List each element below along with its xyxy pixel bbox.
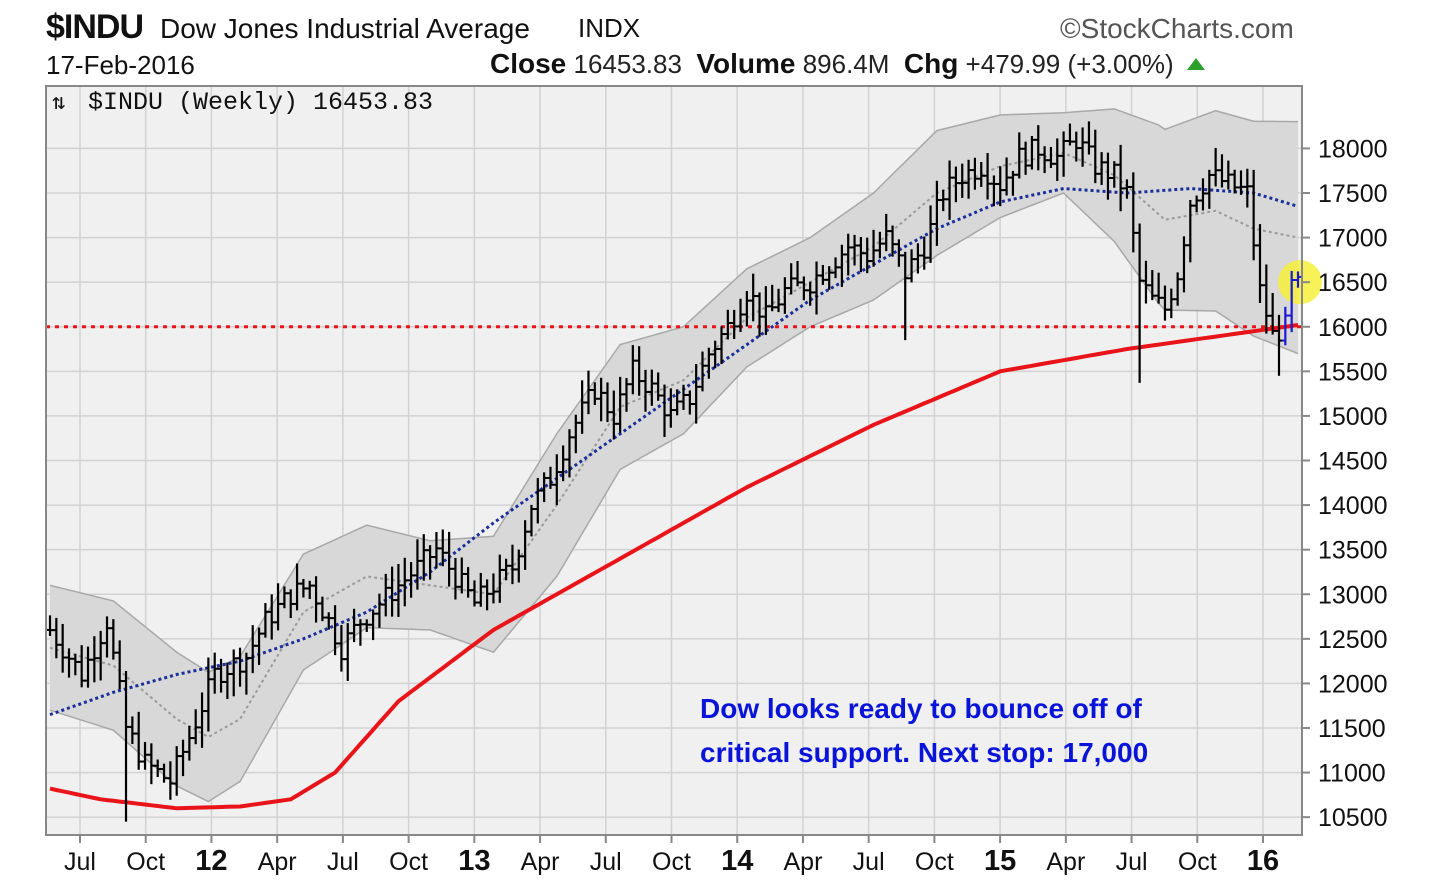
series-legend: $INDU (Weekly) 16453.83 xyxy=(88,88,433,117)
brand-name: StockCharts.com xyxy=(1080,13,1294,44)
change-label: Chg xyxy=(903,48,959,79)
x-tick-label: Oct xyxy=(915,848,954,876)
up-arrow-icon xyxy=(1186,58,1205,70)
x-tick-label: Jul xyxy=(853,848,885,876)
y-tick-label: 16500 xyxy=(1318,269,1388,297)
change-value: +479.99 (+3.00%) xyxy=(965,49,1174,79)
annotation-line-2: critical support. Next stop: 17,000 xyxy=(700,737,1148,768)
x-tick-label: Jul xyxy=(1116,848,1148,876)
y-tick-label: 14000 xyxy=(1318,492,1388,520)
x-tick-label: Oct xyxy=(389,848,428,876)
x-tick-label: Apr xyxy=(521,848,560,876)
brand-logo[interactable]: ©StockCharts.com xyxy=(1060,13,1294,45)
x-tick-label: 13 xyxy=(458,845,490,877)
x-axis: Jul Oct 12 Apr Jul Oct 13 Apr Jul Oct 14 Apr Jul Oct 1… xyxy=(64,835,1279,877)
price-bar xyxy=(1294,271,1302,288)
x-tick-label: Oct xyxy=(652,848,691,876)
x-tick-label: Apr xyxy=(258,848,297,876)
y-tick-label: 17000 xyxy=(1318,225,1388,253)
x-tick-label: Oct xyxy=(126,848,165,876)
x-tick-label: Jul xyxy=(64,848,96,876)
y-tick-label: 11000 xyxy=(1318,760,1386,788)
price-bars xyxy=(46,121,1302,822)
close-label: Close xyxy=(490,48,567,79)
quote-date: 17-Feb-2016 xyxy=(46,50,195,80)
volume-value: 896.4M xyxy=(802,49,890,79)
y-tick-label: 11500 xyxy=(1318,715,1386,743)
quote-summary: Close 16453.83 Volume 896.4M Chg +479.99… xyxy=(490,48,1205,80)
annotation-line-1: Dow looks ready to bounce off of xyxy=(700,693,1142,724)
copyright-icon: © xyxy=(1060,13,1081,44)
y-axis: 10500 11000 11500 12000 12500 13000 13500 14000… xyxy=(1302,135,1388,832)
y-tick-label: 14500 xyxy=(1318,448,1388,476)
highlight-circle xyxy=(1278,260,1322,305)
x-tick-label: Oct xyxy=(1178,848,1217,876)
close-value: 16453.83 xyxy=(573,49,682,79)
y-tick-label: 17500 xyxy=(1318,180,1388,208)
y-tick-label: 13500 xyxy=(1318,537,1388,565)
x-tick-label: Jul xyxy=(590,848,622,876)
y-tick-label: 15000 xyxy=(1318,403,1388,431)
x-tick-label: 14 xyxy=(721,845,753,877)
bollinger-lower-line xyxy=(49,192,1299,803)
x-tick-label: Apr xyxy=(783,848,822,876)
exchange-label: INDX xyxy=(578,13,641,43)
ticker-symbol: $INDU xyxy=(46,8,144,46)
y-tick-label: 15500 xyxy=(1318,358,1388,386)
y-tick-label: 12000 xyxy=(1318,670,1388,698)
y-tick-label: 18000 xyxy=(1318,135,1388,163)
y-tick-label: 10500 xyxy=(1318,804,1388,832)
y-tick-label: 12500 xyxy=(1318,626,1388,654)
bollinger-band xyxy=(50,108,1298,802)
y-tick-label: 16000 xyxy=(1318,314,1388,342)
x-tick-label: 12 xyxy=(195,845,227,877)
moving-average-200 xyxy=(49,323,1299,811)
x-tick-label: 15 xyxy=(984,845,1016,877)
x-tick-label: Jul xyxy=(327,848,359,876)
moving-average-20 xyxy=(49,151,1299,739)
volume-label: Volume xyxy=(696,48,796,79)
x-tick-label: 16 xyxy=(1247,845,1279,877)
x-tick-label: Apr xyxy=(1046,848,1085,876)
index-name: Dow Jones Industrial Average xyxy=(160,13,530,44)
bars-icon: ⇅ xyxy=(52,90,65,115)
y-tick-label: 13000 xyxy=(1318,581,1388,609)
